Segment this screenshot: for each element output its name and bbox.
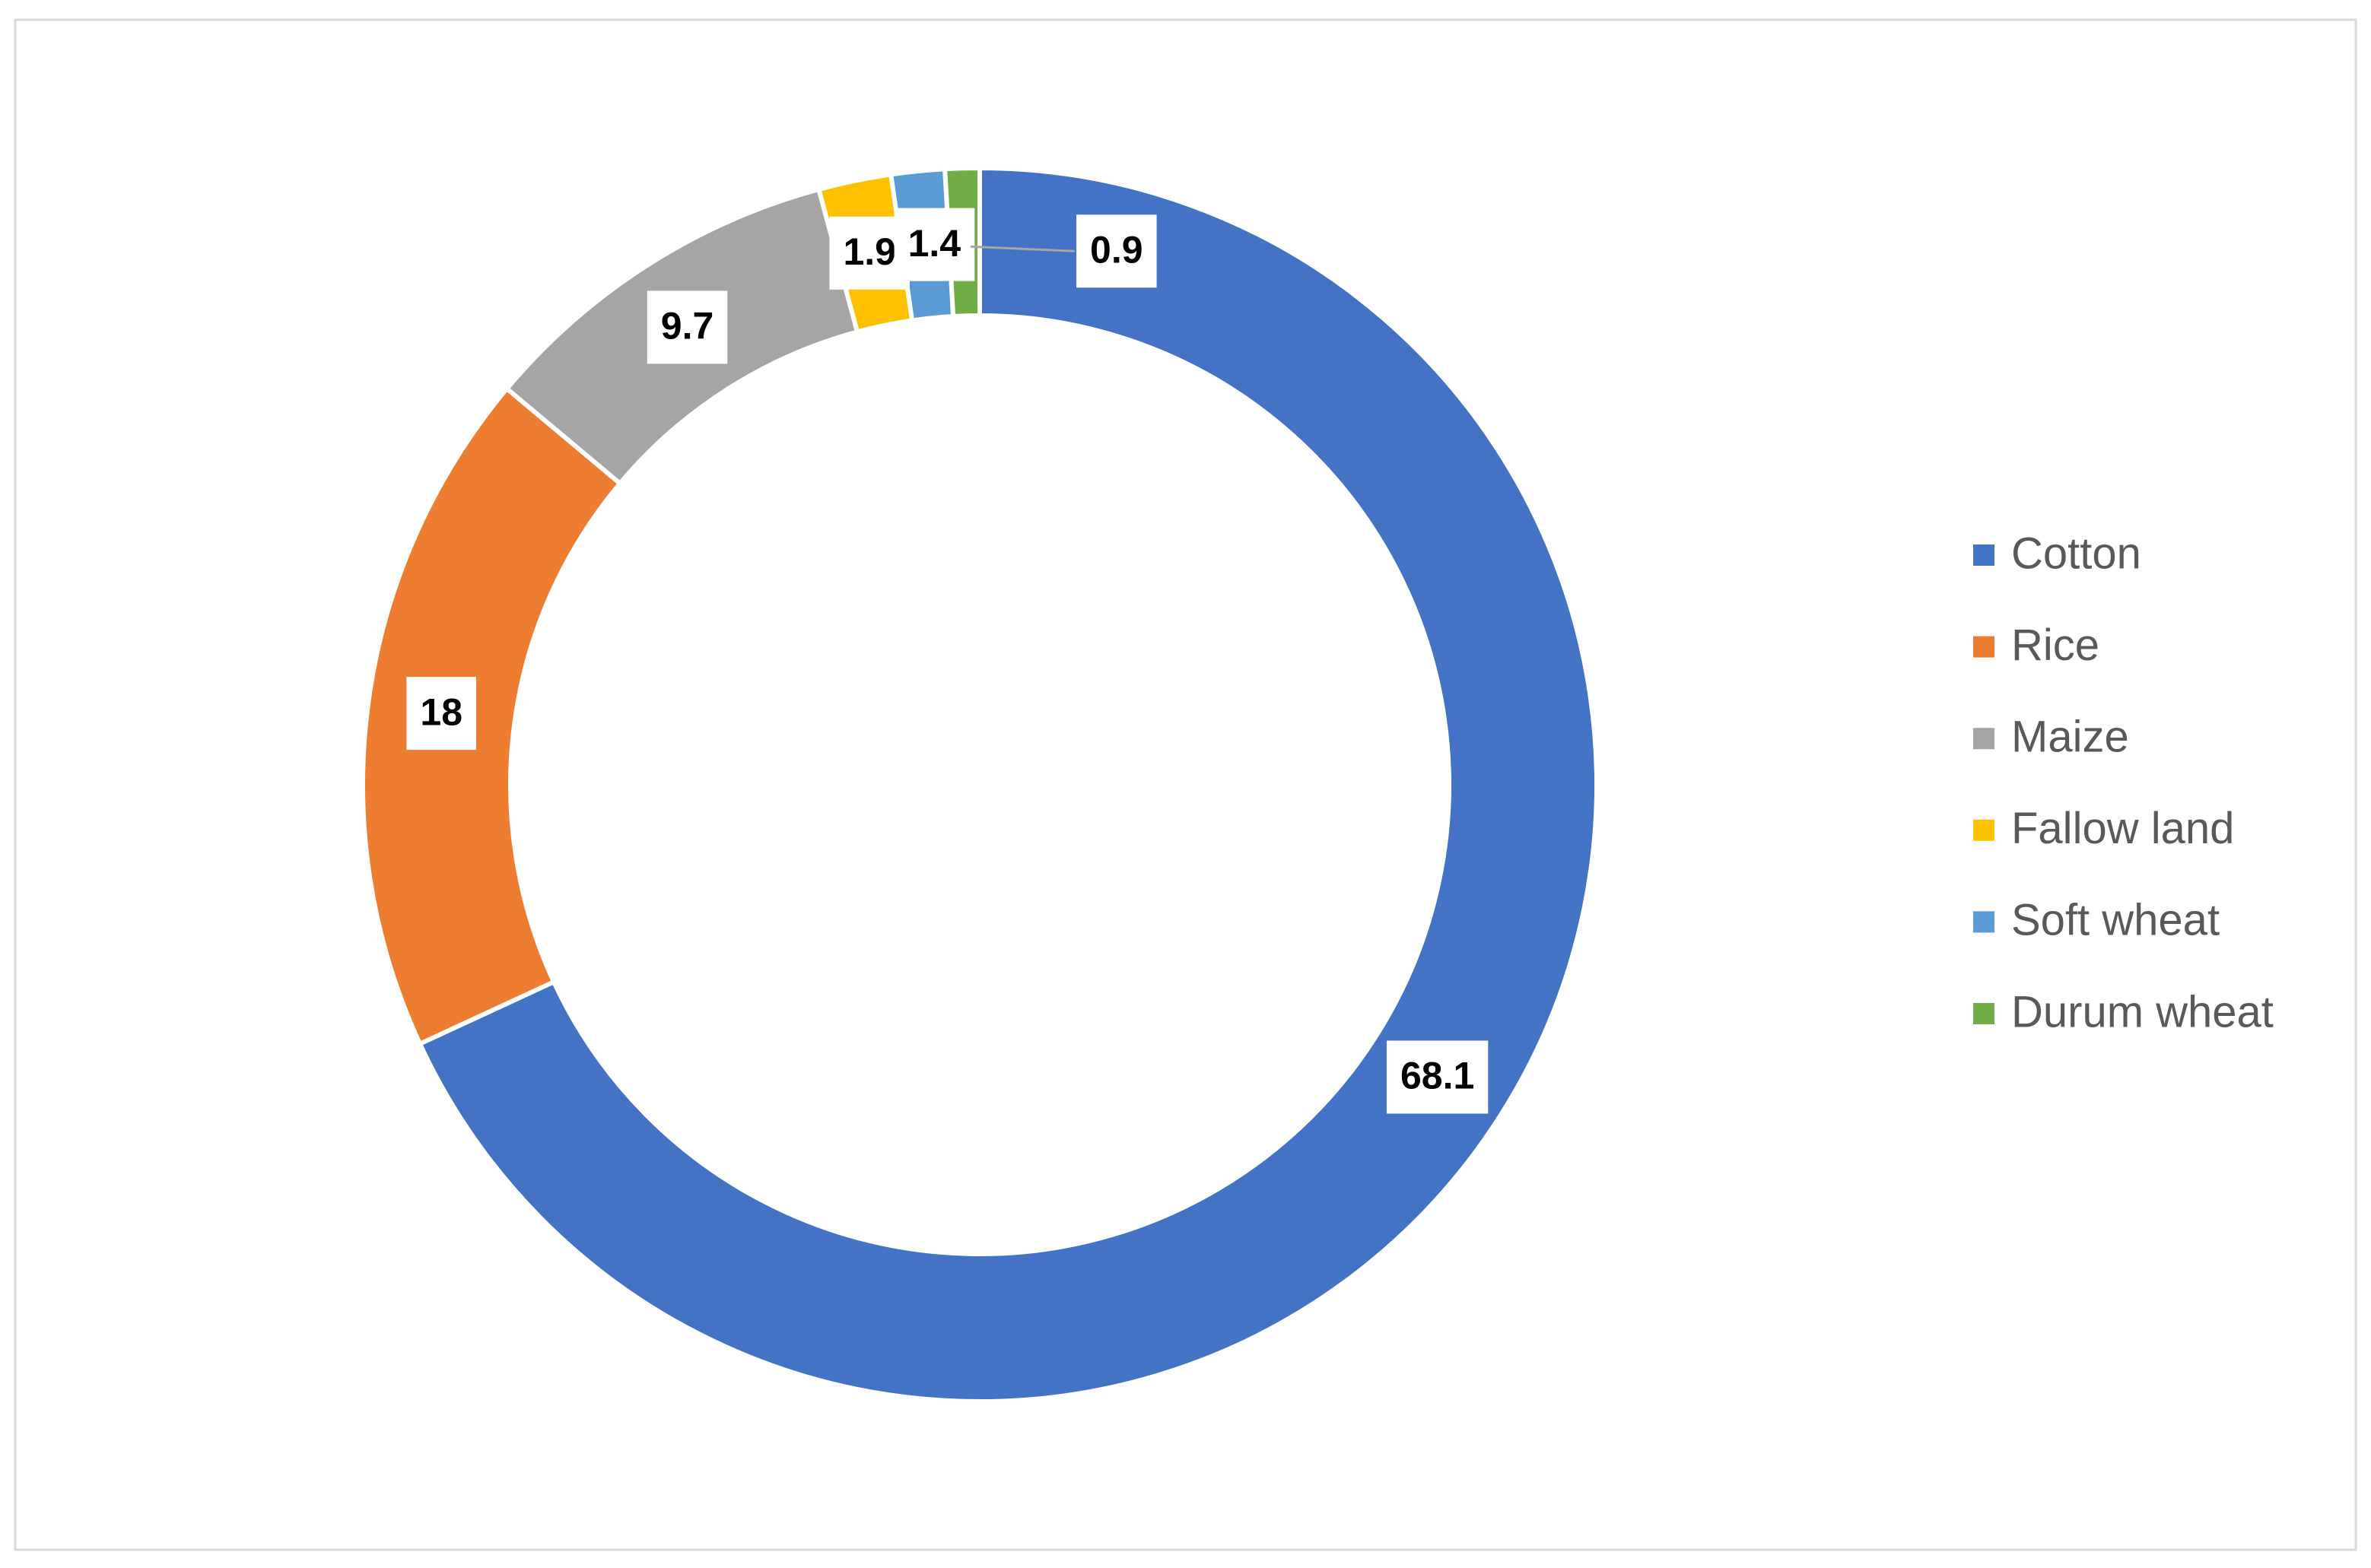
data-label-box [1076,214,1157,288]
legend-label: Fallow land [2011,804,2234,853]
data-label: 18 [406,677,477,751]
data-label-text: 68.1 [1400,1055,1474,1097]
legend-label: Soft wheat [2011,896,2220,945]
donut-segment [361,385,624,1047]
data-label-text: 0.9 [1090,228,1143,271]
donut-segment [417,165,1599,1404]
legend-swatch [1973,1003,1994,1024]
legend-swatch [1973,544,1994,566]
legend-swatch [1973,728,1994,750]
data-label: 68.1 [1386,1040,1489,1114]
legend-swatch [1973,636,1994,658]
legend-label: Maize [2011,713,2129,762]
data-label-text: 9.7 [661,305,714,348]
data-label-box [406,677,477,751]
legend-label: Rice [2011,621,2099,670]
data-label: 0.9 [1076,214,1157,288]
legend-label: Cotton [2011,528,2141,578]
leader-line [970,245,1075,252]
data-label-box [647,290,728,364]
data-label-box [894,208,975,281]
data-label-box [1386,1040,1489,1114]
data-label-text: 1.4 [908,222,961,265]
legend-swatch [1973,819,1994,841]
legend-swatch [1973,911,1994,933]
data-label: 1.4 [894,208,975,281]
legend-label: Durum wheat [2011,987,2274,1036]
data-label-text: 1.9 [843,230,896,273]
data-label: 9.7 [647,290,728,364]
data-label-text: 18 [420,690,462,733]
